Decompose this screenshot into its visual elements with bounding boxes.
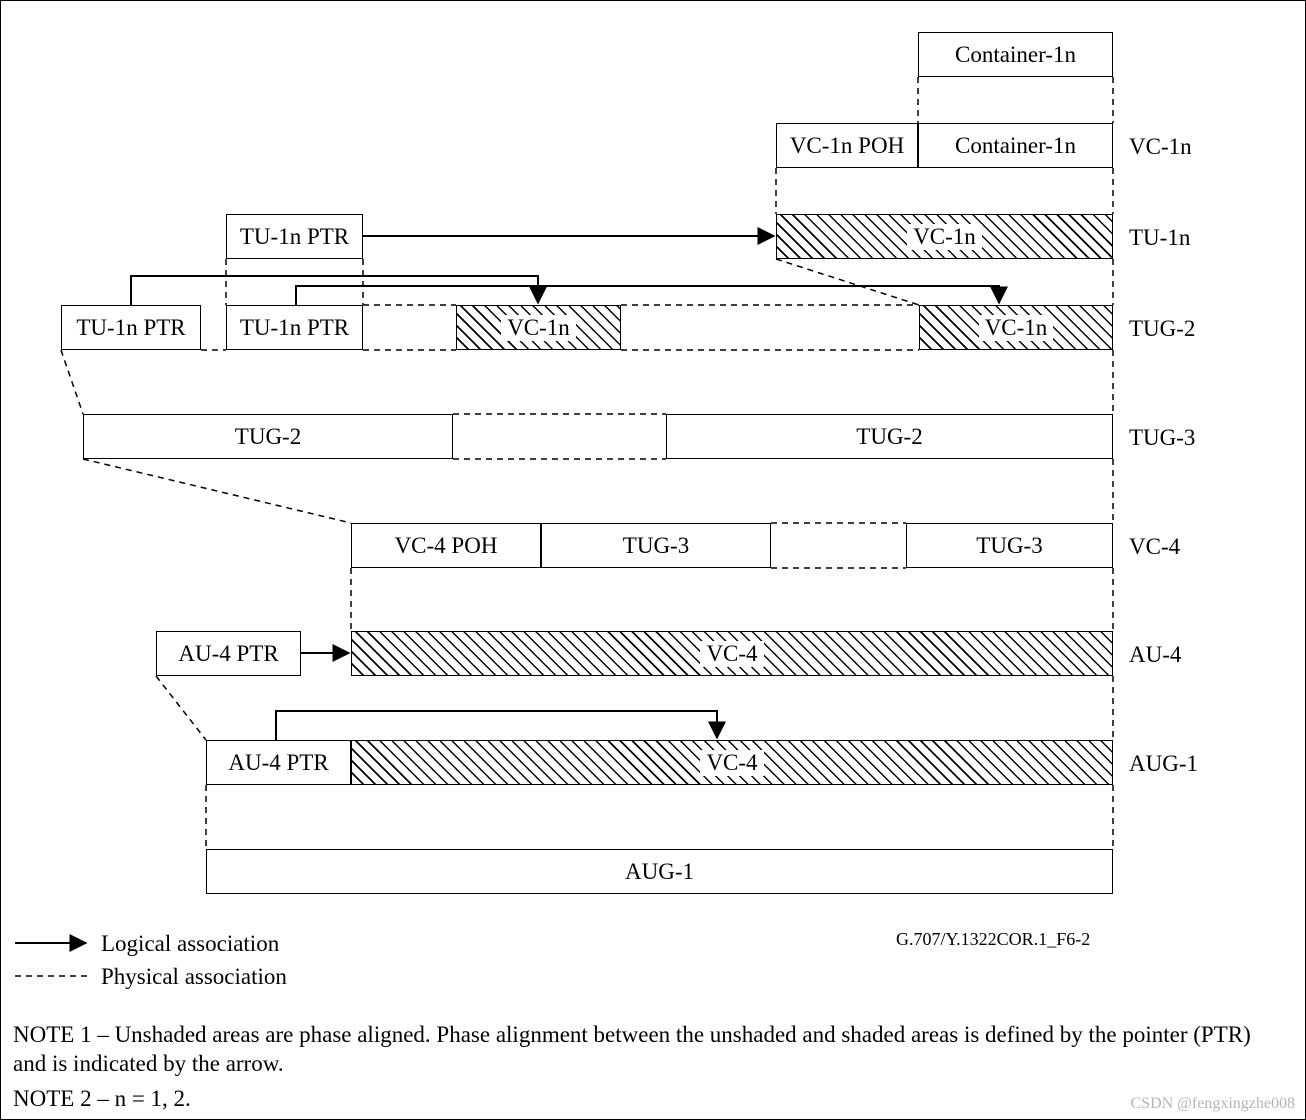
label: AU-4 PTR [178, 641, 278, 667]
label: VC-1n [979, 315, 1054, 341]
label: VC-1n [907, 224, 982, 250]
box-vc1n-hatched-right: VC-1n [919, 305, 1113, 350]
label: VC-1n POH [790, 133, 904, 159]
row-label-au4: AU-4 [1129, 642, 1181, 668]
row-label-tug2: TUG-2 [1129, 316, 1195, 342]
label: TUG-3 [976, 533, 1042, 559]
box-tug2-left: TUG-2 [83, 414, 453, 459]
row-label-aug1: AUG-1 [1129, 751, 1198, 777]
label: AUG-1 [625, 859, 694, 885]
box-vc1n-poh: VC-1n POH [776, 123, 918, 168]
label: AU-4 PTR [228, 750, 328, 776]
box-au4-ptr: AU-4 PTR [156, 631, 301, 676]
row-label-tu1n: TU-1n [1129, 225, 1190, 251]
box-aug1: AUG-1 [206, 849, 1113, 894]
row-label-tug3: TUG-3 [1129, 425, 1195, 451]
label: TUG-3 [623, 533, 689, 559]
label: VC-1n [501, 315, 576, 341]
label: VC-4 POH [395, 533, 498, 559]
box-vc4-hatched: VC-4 [351, 631, 1113, 676]
box-tu1n-ptr-mid: TU-1n PTR [226, 305, 363, 350]
legend-logical: Logical association [101, 931, 279, 957]
watermark: CSDN @fengxingzhe008 [1131, 1095, 1296, 1113]
note-2: NOTE 2 – n = 1, 2. [13, 1085, 191, 1114]
diagram-frame: Container-1n VC-1n POH Container-1n VC-1… [0, 0, 1306, 1120]
box-vc4-hatched-lower: VC-4 [351, 740, 1113, 785]
legend-physical: Physical association [101, 964, 287, 990]
label: TU-1n PTR [240, 315, 349, 341]
label: TUG-2 [856, 424, 922, 450]
label: Container-1n [955, 42, 1076, 68]
row-label-vc4: VC-4 [1129, 534, 1180, 560]
box-tug3-a: TUG-3 [541, 523, 771, 568]
box-au4-ptr-lower: AU-4 PTR [206, 740, 351, 785]
label: TU-1n PTR [240, 224, 349, 250]
box-tug3-b: TUG-3 [906, 523, 1113, 568]
label: TUG-2 [235, 424, 301, 450]
note-1: NOTE 1 – Unshaded areas are phase aligne… [13, 1021, 1283, 1079]
label: VC-4 [700, 750, 763, 776]
box-container-right: Container-1n [918, 123, 1113, 168]
box-container-top: Container-1n [918, 32, 1113, 77]
row-label-vc1n: VC-1n [1129, 134, 1192, 160]
label: Container-1n [955, 133, 1076, 159]
box-tu1n-ptr-top: TU-1n PTR [226, 214, 363, 259]
label: VC-4 [700, 641, 763, 667]
box-vc4-poh: VC-4 POH [351, 523, 541, 568]
box-tu1n-ptr-left: TU-1n PTR [61, 305, 201, 350]
label: TU-1n PTR [76, 315, 185, 341]
box-vc1n-hatched-mid: VC-1n [456, 305, 621, 350]
figure-id: G.707/Y.1322COR.1_F6-2 [896, 929, 1090, 950]
box-tug2-right: TUG-2 [666, 414, 1113, 459]
box-vc1n-hatched-top: VC-1n [776, 214, 1113, 259]
